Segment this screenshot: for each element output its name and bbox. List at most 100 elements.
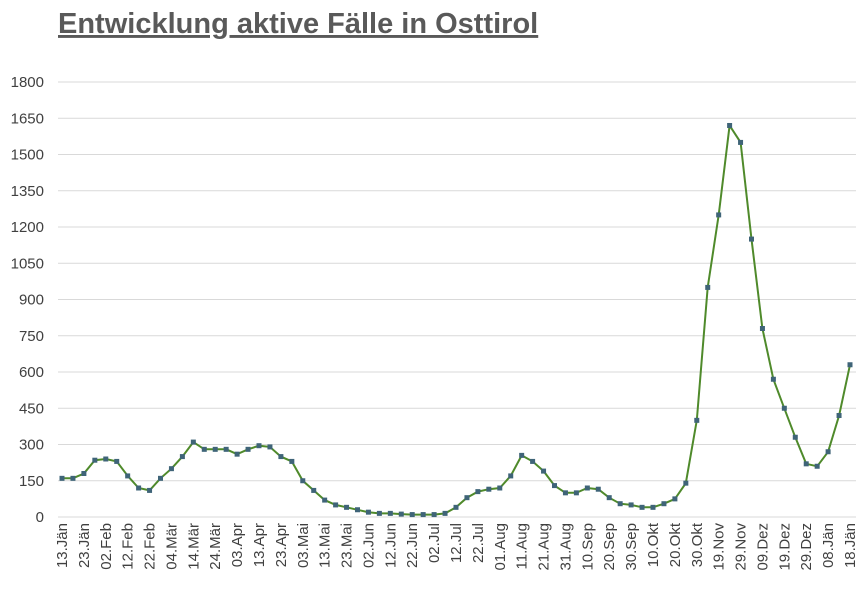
x-tick-label: 31.Aug bbox=[557, 523, 574, 571]
chart-title: Entwicklung aktive Fälle in Osttirol bbox=[58, 8, 538, 40]
marker bbox=[158, 475, 163, 481]
marker bbox=[716, 212, 722, 218]
x-tick-label: 19.Dez bbox=[776, 523, 793, 571]
marker bbox=[792, 434, 798, 440]
marker bbox=[759, 326, 765, 331]
marker bbox=[628, 502, 634, 508]
x-tick-label: 11.Aug bbox=[514, 523, 531, 569]
marker bbox=[781, 405, 787, 411]
marker bbox=[836, 413, 842, 418]
y-tick-label: 1350 bbox=[11, 183, 44, 200]
x-tick-label: 09.Dez bbox=[754, 523, 771, 571]
marker bbox=[70, 475, 76, 481]
marker bbox=[344, 504, 350, 510]
y-tick-label: 1650 bbox=[11, 110, 44, 127]
marker bbox=[311, 487, 317, 493]
x-tick-label: 18.Jän bbox=[842, 523, 859, 568]
marker bbox=[190, 439, 196, 445]
marker bbox=[168, 466, 174, 472]
y-tick-label: 300 bbox=[19, 437, 44, 454]
marker bbox=[453, 504, 459, 510]
marker bbox=[847, 362, 853, 368]
marker bbox=[661, 501, 667, 507]
x-tick-label: 30.Okt bbox=[689, 522, 706, 567]
x-tick-label: 12.Jul bbox=[448, 523, 465, 563]
x-tick-label: 23.Mai bbox=[339, 523, 356, 568]
marker bbox=[81, 471, 87, 476]
y-tick-label: 1200 bbox=[11, 219, 44, 236]
y-tick-label: 600 bbox=[19, 364, 44, 381]
marker bbox=[333, 502, 339, 508]
marker bbox=[573, 490, 579, 496]
marker bbox=[355, 507, 360, 513]
marker bbox=[376, 510, 382, 516]
marker bbox=[694, 417, 700, 423]
x-tick-label: 13.Mai bbox=[317, 523, 334, 568]
marker bbox=[519, 452, 525, 458]
x-tick-label: 03.Mai bbox=[295, 523, 312, 568]
x-tick-label: 29.Nov bbox=[733, 523, 750, 571]
x-tick-label: 23.Jän bbox=[76, 523, 93, 568]
marker bbox=[92, 457, 98, 463]
x-tick-label: 01.Aug bbox=[492, 523, 509, 571]
marker bbox=[387, 510, 393, 516]
marker bbox=[125, 473, 131, 479]
x-tick-label: 08.Jän bbox=[820, 523, 837, 568]
marker bbox=[683, 480, 689, 486]
x-tick-label: 02.Jul bbox=[426, 523, 443, 563]
y-tick-label: 0 bbox=[36, 509, 44, 526]
x-tick-label: 14.Mär bbox=[185, 523, 202, 570]
x-tick-label: 03.Apr bbox=[229, 523, 246, 567]
marker bbox=[431, 512, 437, 518]
marker bbox=[289, 458, 295, 464]
marker bbox=[201, 446, 207, 452]
marker bbox=[234, 451, 240, 457]
marker bbox=[738, 139, 744, 145]
marker bbox=[672, 496, 678, 502]
marker bbox=[147, 487, 153, 493]
marker bbox=[300, 478, 306, 484]
x-tick-label: 02.Jun bbox=[360, 523, 377, 568]
x-tick-label: 12.Jun bbox=[382, 523, 399, 568]
x-tick-label: 13.Apr bbox=[251, 523, 268, 567]
marker bbox=[814, 463, 820, 469]
marker bbox=[103, 456, 109, 462]
x-tick-label: 13.Jän bbox=[54, 523, 71, 568]
marker bbox=[267, 444, 273, 450]
x-tick-label: 29.Dez bbox=[798, 523, 815, 571]
marker bbox=[409, 512, 415, 518]
y-tick-label: 1800 bbox=[11, 74, 44, 91]
marker bbox=[727, 123, 733, 128]
y-tick-label: 150 bbox=[19, 473, 44, 490]
x-tick-label: 30.Sep bbox=[623, 523, 640, 571]
x-tick-label: 10.Okt bbox=[645, 522, 662, 567]
marker bbox=[541, 468, 547, 474]
marker bbox=[245, 446, 251, 452]
x-tick-label: 24.Mär bbox=[207, 523, 224, 570]
x-tick-label: 22.Jun bbox=[404, 523, 421, 568]
marker bbox=[223, 446, 229, 452]
marker bbox=[136, 485, 142, 491]
y-tick-label: 1500 bbox=[11, 147, 44, 164]
marker bbox=[212, 446, 218, 452]
marker bbox=[179, 454, 185, 460]
marker bbox=[256, 443, 262, 449]
marker bbox=[278, 454, 284, 460]
x-tick-label: 02.Feb bbox=[98, 523, 115, 570]
x-tick-label: 20.Okt bbox=[667, 522, 684, 567]
marker bbox=[508, 473, 514, 479]
y-tick-label: 750 bbox=[19, 328, 44, 345]
marker bbox=[562, 490, 568, 496]
marker bbox=[639, 504, 645, 510]
marker bbox=[464, 495, 470, 501]
x-tick-label: 21.Aug bbox=[536, 523, 553, 571]
marker bbox=[552, 483, 557, 489]
x-tick-label: 04.Mär bbox=[163, 523, 180, 570]
marker bbox=[59, 475, 65, 481]
marker bbox=[322, 497, 328, 503]
y-tick-label: 900 bbox=[19, 292, 44, 309]
x-tick-label: 22.Feb bbox=[142, 523, 159, 570]
x-tick-label: 10.Sep bbox=[579, 523, 596, 571]
